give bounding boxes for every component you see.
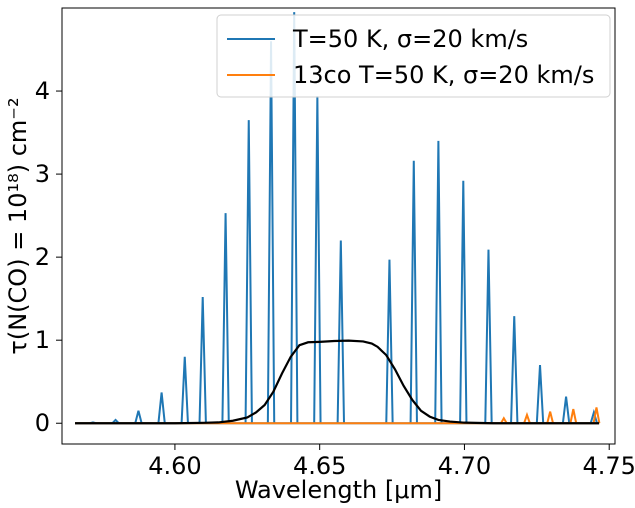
line-0-12	[385, 259, 394, 424]
line-0-18	[535, 365, 545, 424]
y-tick-label-0: 0	[35, 409, 50, 437]
line-0-16	[484, 249, 493, 424]
x-tick-label-0: 4.60	[148, 452, 201, 480]
line-0-3	[157, 392, 166, 424]
line-1-1	[523, 411, 531, 424]
x-tick-label-1: 4.65	[293, 452, 346, 480]
line-0-9	[290, 12, 299, 424]
line-1-2	[546, 411, 555, 424]
data-layer	[75, 12, 601, 425]
x-tick-label-2: 4.70	[438, 452, 491, 480]
y-tick-label-4: 4	[35, 77, 50, 105]
line-0-8	[266, 41, 276, 424]
line-0-10	[313, 96, 322, 424]
x-axis-label: Wavelength [μm]	[235, 476, 442, 504]
line-1-0	[500, 416, 508, 424]
legend-box	[216, 14, 611, 98]
y-tick-label-1: 1	[35, 326, 50, 354]
legend-label-1: 13co T=50 K, σ=20 km/s	[293, 61, 594, 89]
line-1-3	[569, 408, 578, 424]
line-0-15	[459, 180, 468, 424]
line-0-5	[198, 296, 207, 424]
filter-curve	[75, 339, 600, 425]
plot-area: 4.60 4.65 4.70 4.75 0 1 2 3 4 Wavelength [μm] τ(N(…	[4, 7, 635, 504]
plot-frame	[61, 7, 616, 445]
y-tick-label-2: 2	[35, 243, 50, 271]
line-0-2	[134, 410, 143, 424]
line-0-20	[589, 408, 599, 424]
series-2	[75, 339, 600, 425]
line-0-1	[111, 418, 120, 424]
line-0-13	[409, 160, 418, 424]
x-tick-label-3: 4.75	[582, 452, 635, 480]
line-0-7	[244, 120, 253, 424]
line-0-11	[336, 240, 345, 424]
legend: T=50 K, σ=20 km/s 13co T=50 K, σ=20 km/s	[216, 14, 611, 98]
line-1-4	[592, 407, 601, 424]
line-0-4	[180, 356, 189, 424]
line-0-14	[434, 140, 443, 424]
line-0-6	[221, 213, 230, 424]
line-0-17	[510, 316, 519, 424]
y-tick-label-3: 3	[35, 160, 50, 188]
line-0-19	[561, 396, 571, 424]
y-axis-label: τ(N(CO) = 10¹⁸) cm⁻²	[4, 97, 32, 354]
legend-label-0: T=50 K, σ=20 km/s	[292, 25, 528, 53]
